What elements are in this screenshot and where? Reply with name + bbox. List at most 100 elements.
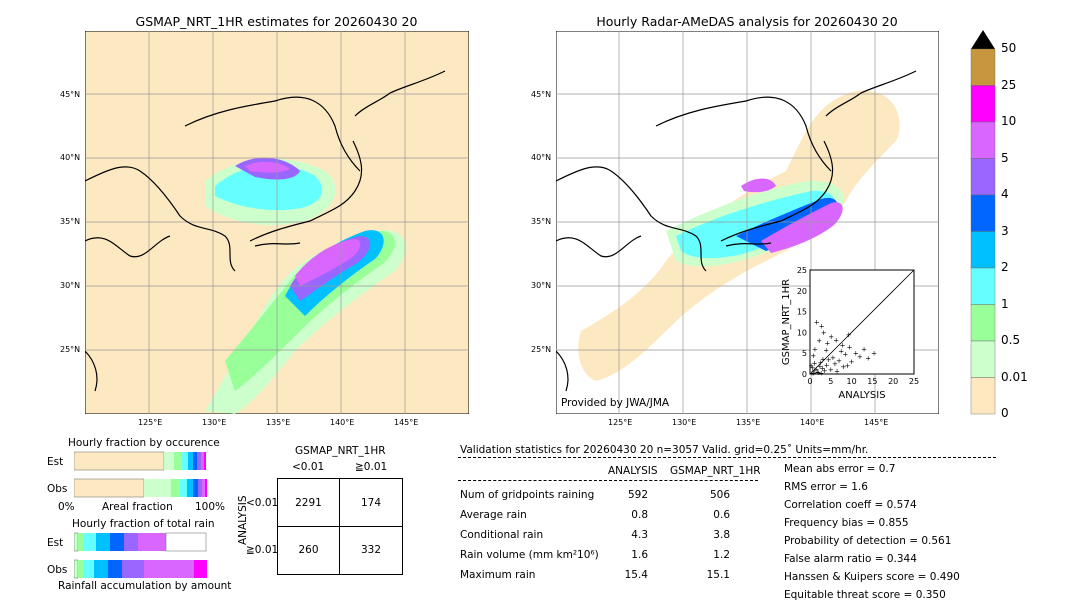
scatter-point: + [810, 364, 816, 372]
right-lon-140: 140°E [800, 418, 825, 427]
scatter-point: + [820, 364, 826, 372]
occurrence-row-obs: Obs [47, 483, 68, 495]
scatter-point: + [822, 367, 828, 375]
left-map [85, 31, 469, 414]
colorbar-label: 1 [1001, 296, 1009, 311]
colorbar-segment [970, 231, 996, 269]
left-map-coastline [85, 70, 446, 392]
contingency-cell-10: 260 [298, 544, 319, 556]
right-lat-35: 35°N [531, 217, 552, 226]
right-map-title: Hourly Radar-AMeDAS analysis for 2026043… [596, 14, 898, 29]
colorbar-label: 5 [1001, 150, 1009, 165]
occurrence-title: Hourly fraction by occurence [68, 437, 220, 449]
total-rain-bar-est [74, 532, 207, 552]
scatter-xtick: 5 [828, 377, 833, 386]
scatter-point: + [824, 361, 830, 369]
left-map-title: GSMAP_NRT_1HR estimates for 20260430 20 [135, 14, 418, 29]
validation-row-label: Num of gridpoints raining [460, 489, 595, 501]
scatter-point: + [820, 356, 826, 364]
scatter-xtick: 0 [807, 377, 812, 386]
occurrence-axis-100: 100% [195, 501, 226, 513]
left-lat-30: 30°N [60, 281, 81, 290]
scatter-point: + [823, 346, 829, 354]
colorbar-extend-arrow [971, 30, 995, 49]
left-lat-40: 40°N [60, 153, 81, 162]
left-lat-25: 25°N [60, 345, 81, 354]
validation-row-analysis: 1.6 [631, 549, 648, 561]
occurrence-bar-est [74, 451, 206, 471]
scatter-ylabel: GSMAP_NRT_1HR [781, 279, 792, 365]
scatter-point: + [836, 357, 842, 365]
validation-row-analysis: 0.8 [631, 509, 648, 521]
scatter-point: + [832, 360, 838, 368]
scatter-point: + [828, 366, 834, 374]
total-rain-row-est: Est [47, 537, 64, 549]
validation-row-gsmap: 1.2 [713, 549, 730, 561]
scatter-point: + [815, 368, 821, 376]
scatter-point: + [830, 354, 836, 362]
scatter-point: + [809, 369, 815, 377]
scatter-point: + [811, 370, 817, 378]
contingency-title: GSMAP_NRT_1HR [295, 445, 386, 457]
validation-score: Equitable threat score = 0.350 [784, 589, 946, 601]
left-map-rain-field [205, 157, 406, 414]
right-lat-25: 25°N [531, 345, 552, 354]
scatter-point: + [813, 366, 819, 374]
scatter-point: + [849, 358, 855, 366]
validation-score: False alarm ratio = 0.344 [784, 553, 917, 565]
total-rain-bar-obs [74, 559, 207, 579]
scatter-point: + [818, 369, 824, 377]
scatter-point: + [845, 362, 851, 370]
colorbar-segment [970, 304, 996, 342]
scatter-point: + [814, 319, 820, 327]
occurrence-axis-0: 0% [58, 501, 75, 513]
right-map-coastline [556, 70, 917, 392]
validation-row-gsmap: 15.1 [706, 569, 730, 581]
scatter-point: + [817, 363, 823, 371]
scatter-point: + [865, 355, 871, 363]
validation-header: Validation statistics for 20260430 20 n=… [460, 444, 869, 456]
scatter-points: ++++++++++++++++++++++++++++++++++++++++… [808, 319, 877, 378]
scatter-xlabel: ANALYSIS [838, 390, 885, 401]
scatter-ytick: 20 [797, 287, 807, 296]
colorbar-segment [970, 340, 996, 378]
colorbar-segment [970, 194, 996, 232]
colorbar-segment [970, 121, 996, 159]
validation-score: RMS error = 1.6 [784, 481, 868, 493]
scatter-point: + [833, 336, 839, 344]
colorbar-segment [970, 377, 996, 415]
scatter-point: + [821, 329, 827, 337]
scatter-ytick: 5 [802, 349, 807, 358]
right-lon-145: 145°E [864, 418, 889, 427]
scatter-point: + [812, 360, 818, 368]
validation-row-analysis: 592 [627, 489, 648, 501]
scatter-point: + [812, 346, 818, 354]
occurrence-bar-obs [74, 478, 207, 498]
scatter-point: + [847, 343, 853, 351]
validation-row-label: Maximum rain [460, 569, 536, 581]
scatter-ytick: 10 [797, 328, 807, 337]
scatter-inset: ++++++++++++++++++++++++++++++++++++++++… [781, 266, 919, 401]
scatter-point: + [816, 337, 822, 345]
contingency-row-lt: <0.01 [246, 497, 279, 509]
scatter-point: + [846, 331, 852, 339]
right-lon-135: 135°E [736, 418, 761, 427]
colorbar [970, 30, 996, 415]
colorbar-label: 3 [1001, 223, 1009, 238]
validation-row-label: Conditional rain [460, 529, 544, 541]
validation-score: Probability of detection = 0.561 [784, 535, 952, 547]
colorbar-label: 0.5 [1001, 333, 1021, 347]
contingency-cell-01: 174 [360, 497, 382, 509]
left-map-grid [85, 31, 469, 414]
colorbar-label: 4 [1001, 187, 1009, 201]
scatter-point: + [819, 323, 825, 331]
right-lat-45: 45°N [531, 90, 552, 99]
validation-col-gsmap: GSMAP_NRT_1HR [670, 465, 761, 477]
scatter-xtick: 10 [847, 377, 857, 386]
scatter-ytick: 15 [797, 308, 807, 317]
total-rain-footer: Rainfall accumulation by amount [58, 580, 232, 592]
validation-row-gsmap: 0.6 [713, 509, 730, 521]
scatter-xtick: 25 [909, 377, 919, 386]
scatter-point: + [826, 356, 832, 364]
colorbar-label: 0 [1001, 406, 1009, 420]
